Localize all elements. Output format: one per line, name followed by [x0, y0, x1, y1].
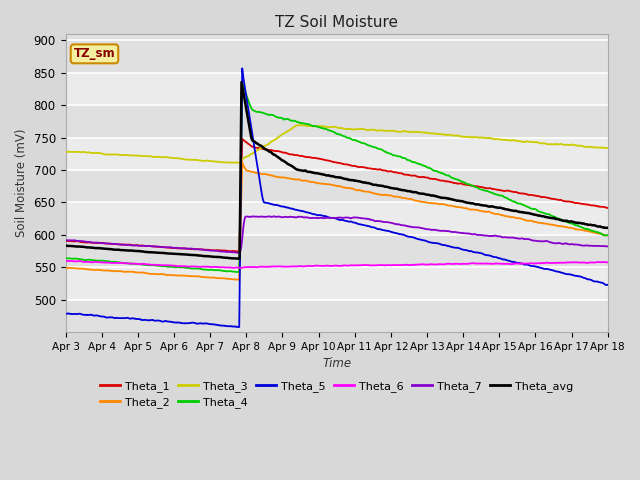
Legend: Theta_1, Theta_2, Theta_3, Theta_4, Theta_5, Theta_6, Theta_7, Theta_avg: Theta_1, Theta_2, Theta_3, Theta_4, Thet…: [96, 376, 577, 412]
Title: TZ Soil Moisture: TZ Soil Moisture: [275, 15, 398, 30]
Text: TZ_sm: TZ_sm: [74, 48, 115, 60]
Bar: [65, 105, 608, 138]
Bar: [65, 170, 608, 203]
Bar: [65, 40, 608, 73]
Y-axis label: Soil Moisture (mV): Soil Moisture (mV): [15, 129, 28, 237]
X-axis label: Time: Time: [322, 357, 351, 370]
Bar: [65, 235, 608, 267]
Bar: [65, 138, 608, 170]
Bar: [65, 203, 608, 235]
Bar: [65, 267, 608, 300]
Bar: [65, 73, 608, 105]
